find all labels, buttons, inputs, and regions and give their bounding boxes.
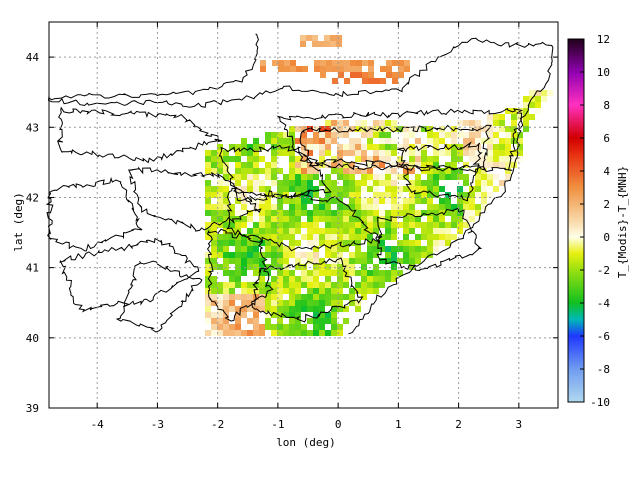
colorbar-tick-label: -8 [597, 363, 610, 376]
y-axis-label: lat (deg) [12, 192, 25, 252]
y-tick-label: 44 [26, 51, 40, 64]
y-tick-label: 41 [26, 262, 39, 275]
colorbar: -10 -8 -6 -4 -2 0 2 4 6 8 10 12 T_{Modis}-T_{MNH} [567, 33, 629, 409]
x-tick-label: -3 [151, 418, 164, 431]
colorbar-tick-label: -2 [597, 264, 610, 277]
colorbar-tick-label: 0 [603, 231, 610, 244]
colorbar-label: T_{Modis}-T_{MNH} [616, 166, 629, 279]
colorbar-tick-label: -10 [590, 396, 610, 409]
colorbar-tick-label: -6 [597, 330, 610, 343]
colorbar-tick-label: 2 [603, 198, 610, 211]
x-tick-label: -1 [271, 418, 284, 431]
orography-contours [45, 33, 554, 335]
x-axis-label: lon (deg) [276, 436, 336, 449]
y-tick-label: 40 [26, 332, 39, 345]
colorbar-tick-label: 4 [603, 165, 610, 178]
x-axis-ticks: -4 -3 -2 -1 0 1 2 3 [91, 22, 523, 431]
x-tick-label: 1 [395, 418, 402, 431]
colorbar-ticks: -10 -8 -6 -4 -2 0 2 4 6 8 10 12 [580, 33, 610, 409]
x-tick-label: -4 [91, 418, 105, 431]
colorbar-tick-label: -4 [597, 297, 611, 310]
plot-frame [48, 21, 559, 409]
x-tick-label: 0 [335, 418, 342, 431]
orography-contour [276, 107, 523, 173]
y-tick-label: 42 [26, 191, 39, 204]
colorbar-tick-label: 6 [603, 132, 610, 145]
coastline-contour [47, 33, 554, 335]
colorbar-tick-label: 12 [597, 33, 610, 46]
orography-contour [376, 207, 483, 272]
grid-lines [49, 22, 558, 409]
y-axis-ticks: 39 40 41 42 43 44 [26, 51, 558, 415]
y-tick-label: 43 [26, 121, 39, 134]
orography-contour [115, 260, 203, 333]
orography-contour [397, 141, 483, 202]
orography-contour [57, 106, 223, 164]
colorbar-tick-label: 10 [597, 66, 610, 79]
x-tick-label: 3 [516, 418, 523, 431]
colorbar-tick-label: 8 [603, 99, 610, 112]
orography-contour [218, 144, 332, 203]
colorbar-scale [567, 38, 585, 403]
x-tick-label: -2 [211, 418, 224, 431]
orography-contour [206, 228, 274, 322]
orography-contour [299, 124, 492, 173]
orography-contour [226, 187, 381, 252]
orography-contour [251, 257, 364, 323]
temperature-difference-field [205, 35, 553, 336]
x-tick-label: 2 [455, 418, 462, 431]
y-tick-label: 39 [26, 402, 39, 415]
orography-contour [128, 166, 262, 232]
orography-contour [59, 237, 200, 313]
